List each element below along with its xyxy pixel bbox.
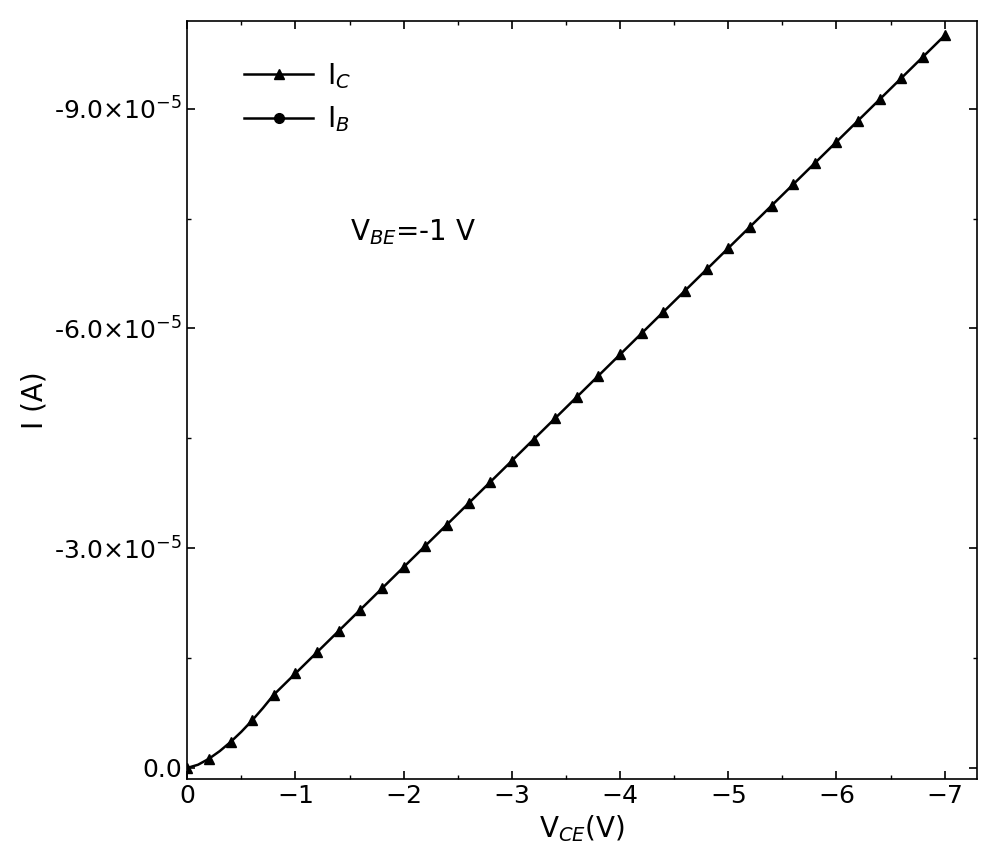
I$_{C}$ — [895, 73, 907, 83]
I$_{C}$ — [939, 30, 951, 41]
I$_{B}$ — [549, 833, 561, 843]
I$_{B}$ — [397, 831, 409, 842]
Y-axis label: I (A): I (A) — [21, 371, 49, 429]
Text: V$_{BE}$=-1 V: V$_{BE}$=-1 V — [349, 218, 476, 247]
X-axis label: V$_{CE}$(V): V$_{CE}$(V) — [539, 813, 625, 844]
I$_{C}$ — [463, 498, 475, 509]
I$_{C}$ — [397, 562, 409, 573]
I$_{B}$ — [182, 792, 194, 803]
I$_{B}$ — [895, 837, 907, 848]
I$_{B}$ — [636, 834, 648, 844]
I$_{B}$ — [463, 832, 475, 843]
Legend: I$_{C}$, I$_{B}$: I$_{C}$, I$_{B}$ — [233, 50, 362, 145]
I$_{B}$ — [939, 838, 951, 849]
I$_{C}$ — [182, 763, 194, 773]
I$_{C}$ — [549, 413, 561, 424]
Line: I$_{B}$: I$_{B}$ — [183, 792, 949, 849]
I$_{C}$ — [203, 753, 215, 764]
Line: I$_{C}$: I$_{C}$ — [183, 30, 949, 772]
I$_{C}$ — [636, 328, 648, 338]
I$_{B}$ — [203, 807, 215, 817]
